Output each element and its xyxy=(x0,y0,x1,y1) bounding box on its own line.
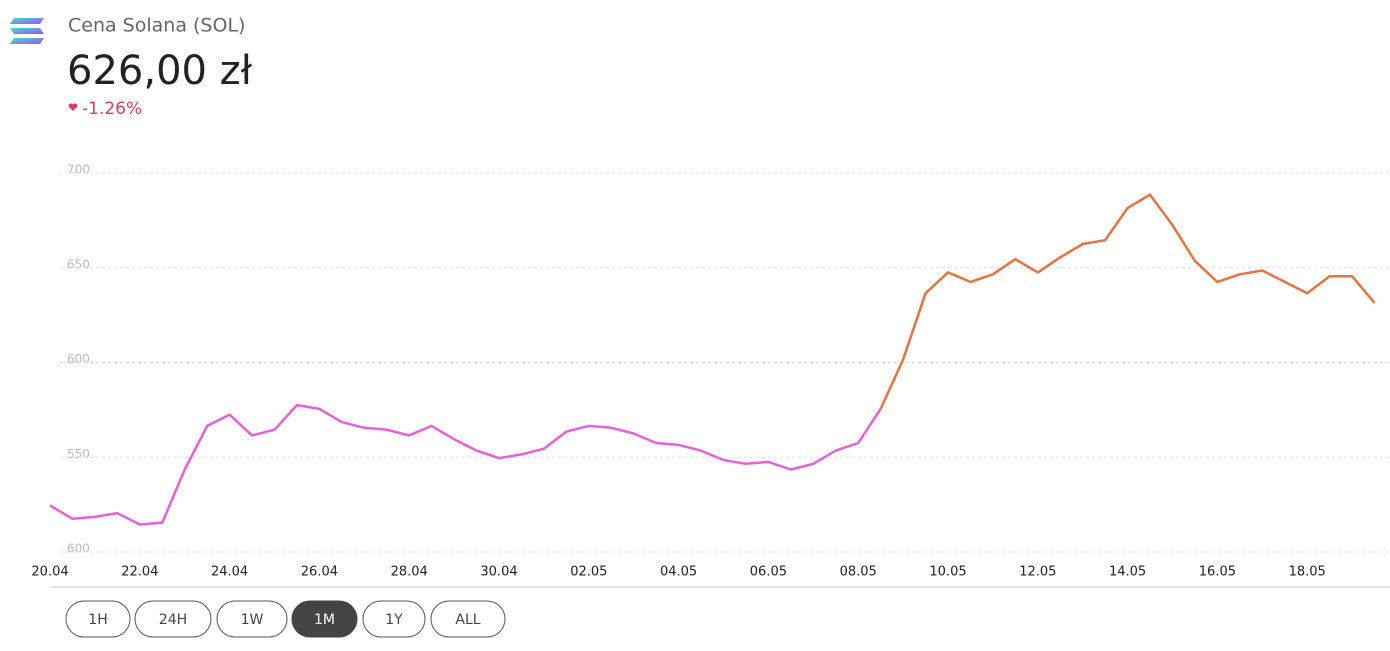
change-icon xyxy=(68,103,78,111)
price: 626,00 zł xyxy=(67,48,253,94)
y-tick-label: 700 xyxy=(67,163,90,177)
button-bg xyxy=(362,600,426,638)
range-button[interactable]: 24H xyxy=(134,600,212,638)
range-button[interactable]: ALL xyxy=(430,600,506,638)
price-line xyxy=(49,403,882,526)
title: Cena Solana (SOL) xyxy=(68,15,245,37)
button-bg xyxy=(430,600,506,638)
price-line xyxy=(879,193,1376,410)
button-label: ALL xyxy=(455,612,480,628)
x-tick-label: 18.05 xyxy=(1289,565,1326,580)
x-tick-label: 24.04 xyxy=(211,565,248,580)
x-tick-label: 10.05 xyxy=(929,565,966,580)
button-bg xyxy=(134,600,212,638)
range-button[interactable]: 1Y xyxy=(362,600,426,638)
button-label: 24H xyxy=(159,612,187,628)
x-tick-label: 08.05 xyxy=(840,565,877,580)
y-tick-label: 550 xyxy=(67,447,90,461)
x-tick-label: 26.04 xyxy=(301,565,338,580)
change: -1.26% xyxy=(82,99,142,119)
x-tick-label: 28.04 xyxy=(391,565,428,580)
x-tick-label: 04.05 xyxy=(660,565,697,580)
button-bg xyxy=(216,600,288,638)
button-bg xyxy=(65,600,131,638)
button-bg xyxy=(291,600,358,638)
x-tick-label: 02.05 xyxy=(570,565,607,580)
y-tick-label: 650 xyxy=(67,257,90,271)
range-button[interactable]: 1H xyxy=(65,600,131,638)
button-label: 1H xyxy=(88,612,107,628)
x-tick-label: 12.05 xyxy=(1019,565,1056,580)
x-tick-label: 06.05 xyxy=(750,565,787,580)
y-tick-label: 600 xyxy=(67,352,90,366)
range-button[interactable]: 1M xyxy=(291,600,358,638)
x-tick-label: 14.05 xyxy=(1109,565,1146,580)
y-tick-label: 600 xyxy=(67,542,90,556)
logo xyxy=(10,18,44,44)
button-label: 1W xyxy=(241,612,264,628)
range-button[interactable]: 1W xyxy=(216,600,288,638)
x-tick-label: 20.04 xyxy=(31,565,68,580)
button-label: 1M xyxy=(314,612,335,628)
x-tick-label: 30.04 xyxy=(480,565,517,580)
x-tick-label: 22.04 xyxy=(121,565,158,580)
button-label: 1Y xyxy=(385,612,403,628)
x-tick-label: 16.05 xyxy=(1199,565,1236,580)
